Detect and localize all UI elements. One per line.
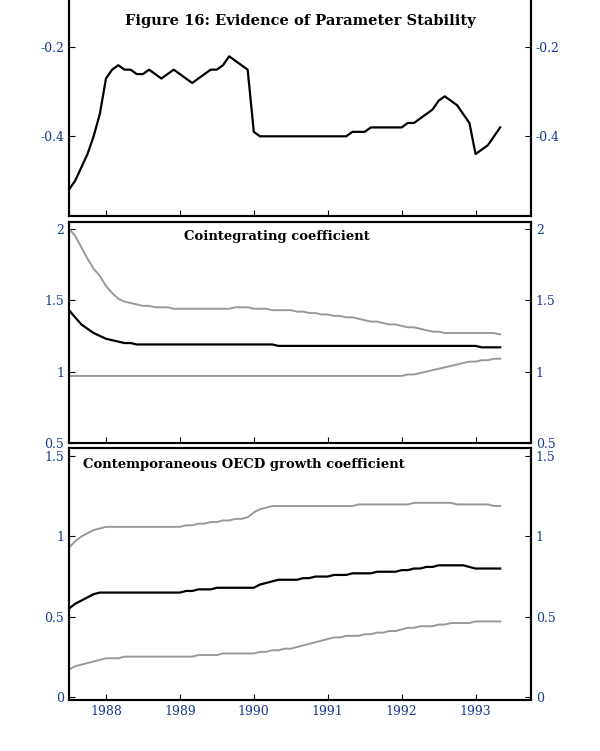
Text: Figure 16: Evidence of Parameter Stability: Figure 16: Evidence of Parameter Stabili… xyxy=(125,14,475,28)
Text: Cointegrating coefficient: Cointegrating coefficient xyxy=(185,231,370,243)
Text: Contemporaneous OECD growth coefficient: Contemporaneous OECD growth coefficient xyxy=(83,458,404,472)
